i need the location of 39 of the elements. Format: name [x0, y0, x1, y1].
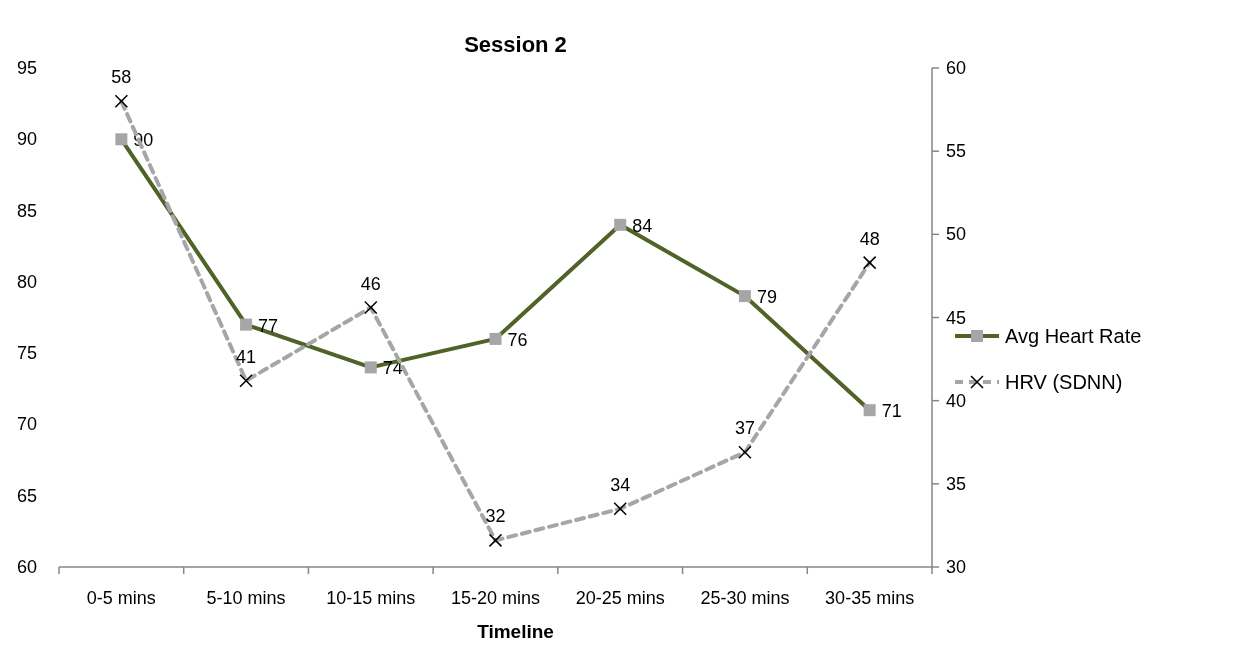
legend-label: HRV (SDNN) [1005, 371, 1123, 393]
y-tick-label: 80 [16, 271, 37, 292]
data-label: 71 [881, 401, 902, 422]
data-label: 74 [382, 358, 403, 379]
x-tick-label: 10-15 mins [326, 588, 416, 608]
y-tick-label: 60 [16, 557, 37, 577]
y2-tick-label: 30 [946, 557, 967, 577]
data-label: 32 [485, 506, 506, 527]
data-label: 37 [734, 418, 755, 439]
y-tick-label: 90 [16, 129, 37, 150]
x-tick-label: 20-25 mins [575, 588, 665, 608]
chart-title: Session 2 [464, 32, 567, 57]
x-axis-title: Timeline [477, 621, 554, 642]
data-label: 79 [756, 287, 777, 308]
x-tick-label: 30-35 mins [825, 588, 915, 608]
y2-tick-label: 60 [946, 58, 967, 78]
data-label: 76 [507, 329, 528, 350]
y2-tick-label: 45 [946, 307, 967, 328]
y-tick-label: 75 [16, 343, 37, 364]
data-label: 41 [236, 346, 257, 367]
x-tick-label: 15-20 mins [450, 588, 541, 608]
y2-tick-label: 55 [946, 141, 967, 162]
y2-tick-label: 35 [946, 473, 967, 494]
x-tick-label: 25-30 mins [700, 588, 790, 608]
data-label: 46 [360, 273, 381, 294]
y-tick-label: 85 [16, 200, 37, 221]
data-label: 84 [632, 215, 653, 236]
x-tick-label: 0-5 mins [86, 588, 156, 608]
data-label: 58 [111, 67, 132, 88]
x-tick-label: 5-10 mins [206, 588, 286, 608]
data-label: 77 [258, 315, 279, 336]
y-tick-label: 95 [16, 58, 37, 78]
data-label: 34 [610, 474, 631, 495]
legend-label: Avg Heart Rate [1005, 325, 1142, 347]
y2-tick-label: 40 [946, 390, 967, 411]
y-tick-label: 65 [16, 485, 37, 506]
y2-tick-label: 50 [946, 224, 967, 245]
y-tick-label: 70 [16, 414, 37, 435]
data-label: 48 [859, 228, 880, 249]
